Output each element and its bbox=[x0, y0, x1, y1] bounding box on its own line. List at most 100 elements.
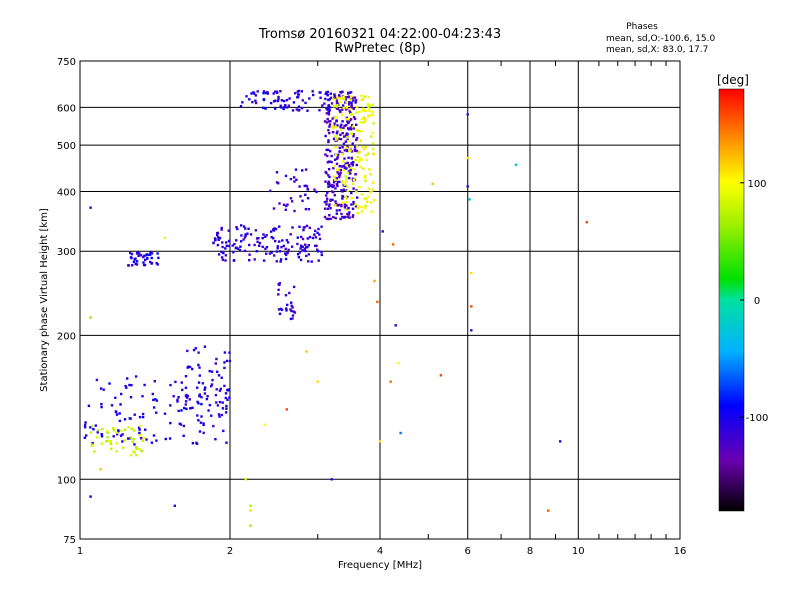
data-point bbox=[198, 394, 201, 398]
data-point bbox=[341, 132, 344, 135]
data-point bbox=[308, 97, 311, 100]
data-point bbox=[285, 204, 288, 208]
data-point bbox=[339, 97, 342, 100]
data-point bbox=[335, 202, 338, 206]
data-point bbox=[350, 101, 353, 104]
data-point bbox=[155, 399, 159, 402]
data-point bbox=[186, 394, 189, 398]
data-point bbox=[341, 180, 344, 183]
data-point bbox=[367, 195, 370, 198]
data-point bbox=[329, 199, 332, 202]
data-point bbox=[119, 434, 123, 437]
data-point bbox=[299, 258, 303, 262]
data-point bbox=[151, 392, 154, 396]
data-point bbox=[399, 431, 402, 435]
data-point bbox=[292, 101, 296, 104]
data-point bbox=[336, 124, 339, 127]
data-point bbox=[350, 156, 353, 160]
data-point bbox=[348, 176, 351, 180]
data-point bbox=[324, 134, 327, 138]
data-point bbox=[125, 386, 128, 389]
data-point bbox=[336, 104, 339, 107]
data-point bbox=[354, 203, 357, 206]
data-point bbox=[360, 145, 364, 148]
data-point bbox=[184, 386, 188, 389]
data-point bbox=[327, 217, 330, 221]
data-point bbox=[299, 247, 302, 250]
data-point bbox=[197, 381, 201, 384]
data-point bbox=[372, 152, 375, 155]
data-point bbox=[279, 104, 282, 107]
data-point bbox=[278, 283, 281, 286]
data-point bbox=[334, 125, 337, 129]
data-point bbox=[169, 383, 172, 387]
data-point bbox=[346, 149, 349, 153]
data-point bbox=[228, 244, 231, 248]
data-point bbox=[340, 128, 343, 131]
data-point bbox=[222, 251, 225, 255]
data-point bbox=[306, 197, 310, 200]
data-point bbox=[198, 374, 201, 377]
data-point bbox=[261, 245, 264, 249]
data-point bbox=[258, 241, 262, 245]
data-point bbox=[264, 107, 267, 110]
data-point bbox=[214, 362, 217, 365]
data-point bbox=[187, 365, 190, 368]
data-point bbox=[338, 150, 342, 153]
data-point bbox=[129, 436, 133, 439]
data-point bbox=[466, 156, 469, 160]
data-point bbox=[326, 154, 329, 158]
data-point bbox=[345, 146, 348, 150]
data-point bbox=[308, 235, 312, 239]
data-point bbox=[155, 439, 158, 442]
data-point bbox=[266, 91, 269, 94]
data-point bbox=[304, 193, 307, 196]
data-point bbox=[369, 113, 372, 117]
data-point bbox=[122, 446, 125, 449]
data-point bbox=[227, 229, 230, 232]
data-point bbox=[338, 137, 341, 141]
data-point bbox=[336, 156, 339, 159]
data-point bbox=[381, 230, 384, 233]
data-point bbox=[275, 171, 279, 174]
data-point bbox=[297, 256, 301, 259]
data-point bbox=[244, 478, 247, 481]
data-point bbox=[331, 131, 335, 134]
data-point bbox=[352, 116, 356, 119]
data-point bbox=[285, 98, 289, 102]
data-point bbox=[326, 191, 329, 194]
data-point bbox=[355, 123, 358, 126]
data-point bbox=[349, 128, 353, 131]
data-point bbox=[329, 120, 332, 123]
data-point bbox=[368, 168, 371, 171]
data-point bbox=[179, 423, 183, 426]
data-point bbox=[344, 96, 347, 99]
data-point bbox=[350, 191, 353, 195]
data-point bbox=[135, 260, 139, 263]
data-point bbox=[331, 126, 335, 130]
data-point bbox=[338, 180, 341, 183]
data-point bbox=[343, 98, 346, 101]
data-point bbox=[326, 117, 329, 121]
data-point bbox=[371, 113, 374, 117]
data-point bbox=[224, 392, 228, 395]
data-point bbox=[370, 189, 374, 192]
data-point bbox=[327, 140, 330, 144]
data-point bbox=[240, 240, 243, 243]
data-point bbox=[96, 431, 99, 434]
data-point bbox=[285, 307, 288, 310]
data-point bbox=[278, 250, 282, 253]
data-point bbox=[247, 227, 250, 230]
data-point bbox=[307, 244, 310, 247]
data-point bbox=[110, 404, 114, 407]
data-point bbox=[368, 104, 372, 108]
data-point bbox=[105, 440, 108, 443]
data-point bbox=[350, 132, 353, 135]
data-point bbox=[328, 175, 331, 179]
data-point bbox=[115, 450, 118, 453]
data-point bbox=[169, 421, 172, 425]
colorbar-ticks: 100 0 -100 bbox=[740, 179, 768, 424]
data-point bbox=[335, 100, 339, 103]
data-point bbox=[91, 424, 94, 428]
data-point bbox=[314, 236, 318, 239]
